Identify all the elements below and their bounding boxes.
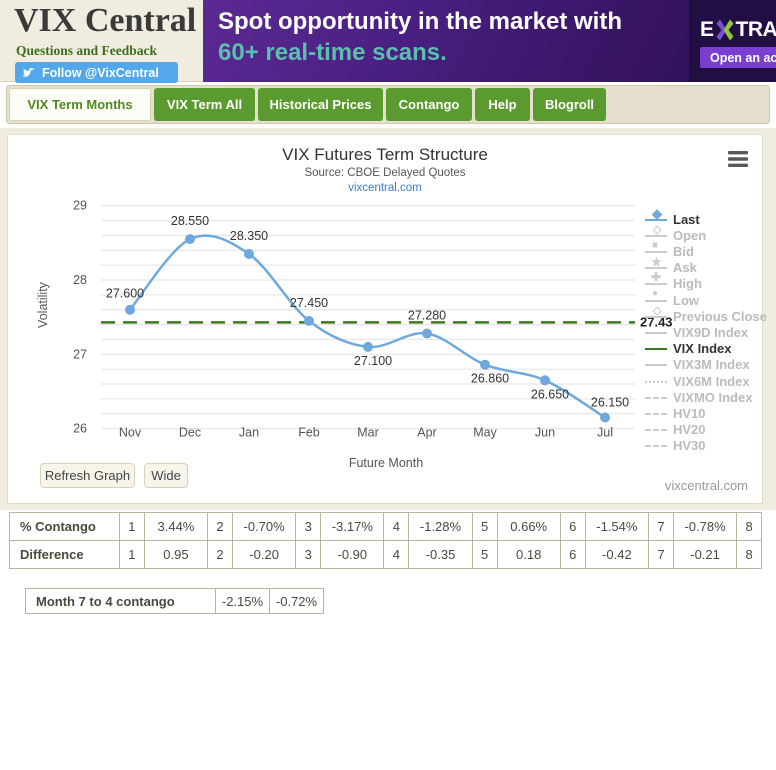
svg-text:May: May [473, 426, 497, 440]
svg-text:Jan: Jan [239, 426, 259, 440]
svg-text:26: 26 [73, 422, 87, 436]
svg-text:28.550: 28.550 [171, 214, 209, 228]
svg-text:28.350: 28.350 [230, 229, 268, 243]
svg-text:Mar: Mar [357, 426, 379, 440]
svg-text:Jun: Jun [535, 426, 555, 440]
svg-text:27.450: 27.450 [290, 296, 328, 310]
svg-text:Apr: Apr [417, 426, 436, 440]
svg-text:29: 29 [73, 199, 87, 213]
svg-text:28: 28 [73, 273, 87, 287]
svg-text:Nov: Nov [119, 426, 142, 440]
svg-text:27.280: 27.280 [408, 309, 446, 323]
svg-text:Feb: Feb [298, 426, 320, 440]
svg-text:26.150: 26.150 [591, 396, 629, 410]
svg-text:26.650: 26.650 [531, 387, 569, 401]
svg-text:27.100: 27.100 [354, 354, 392, 368]
svg-text:Dec: Dec [179, 426, 201, 440]
svg-text:27.600: 27.600 [106, 287, 144, 301]
svg-text:Jul: Jul [597, 426, 613, 440]
svg-text:26.860: 26.860 [471, 372, 509, 386]
svg-text:27: 27 [73, 347, 87, 361]
